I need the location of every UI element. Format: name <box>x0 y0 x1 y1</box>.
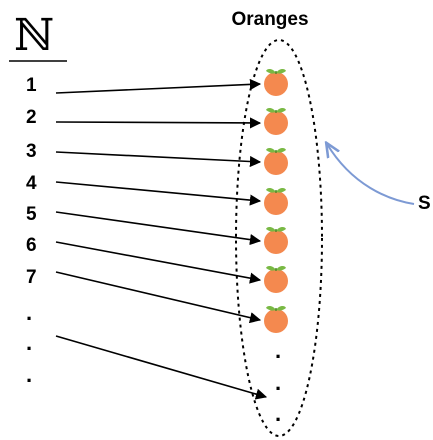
right-ellipsis-dot: . <box>275 370 281 395</box>
number-4: 4 <box>26 173 37 194</box>
left-ellipsis-dot: . <box>26 300 32 325</box>
orange-icon <box>263 305 289 334</box>
curved-arrow-icon <box>327 144 415 205</box>
left-ellipsis-dot: . <box>26 330 32 355</box>
mapping-arrow-7 <box>55 271 262 324</box>
number-1: 1 <box>26 75 37 96</box>
mapping-arrow-continuation <box>55 335 268 400</box>
right-ellipsis-dot: . <box>275 401 281 426</box>
right-ellipsis-dot: . <box>275 338 281 363</box>
number-6: 6 <box>26 235 37 256</box>
mapping-arrow-5 <box>55 211 262 246</box>
oranges-title: Oranges <box>231 9 308 30</box>
mapping-arrow-3 <box>55 151 262 168</box>
number-2: 2 <box>26 107 37 128</box>
orange-icon <box>263 107 289 136</box>
naturals-symbol: ℕ <box>14 10 54 61</box>
orange-icon <box>263 68 289 97</box>
oranges-set-ellipse <box>235 39 323 437</box>
mapping-arrow-2 <box>55 117 262 129</box>
orange-icon <box>263 147 289 176</box>
number-5: 5 <box>26 204 37 225</box>
orange-icon <box>263 187 289 216</box>
left-ellipsis-dot: . <box>26 362 32 387</box>
mapping-arrow-1 <box>55 78 262 94</box>
mapping-arrow-6 <box>55 241 262 284</box>
orange-icon <box>263 265 289 294</box>
number-3: 3 <box>26 141 37 162</box>
number-7: 7 <box>26 267 37 288</box>
mapping-arrow-4 <box>55 181 262 206</box>
orange-icon <box>263 226 289 255</box>
set-s-label: S <box>418 193 431 214</box>
